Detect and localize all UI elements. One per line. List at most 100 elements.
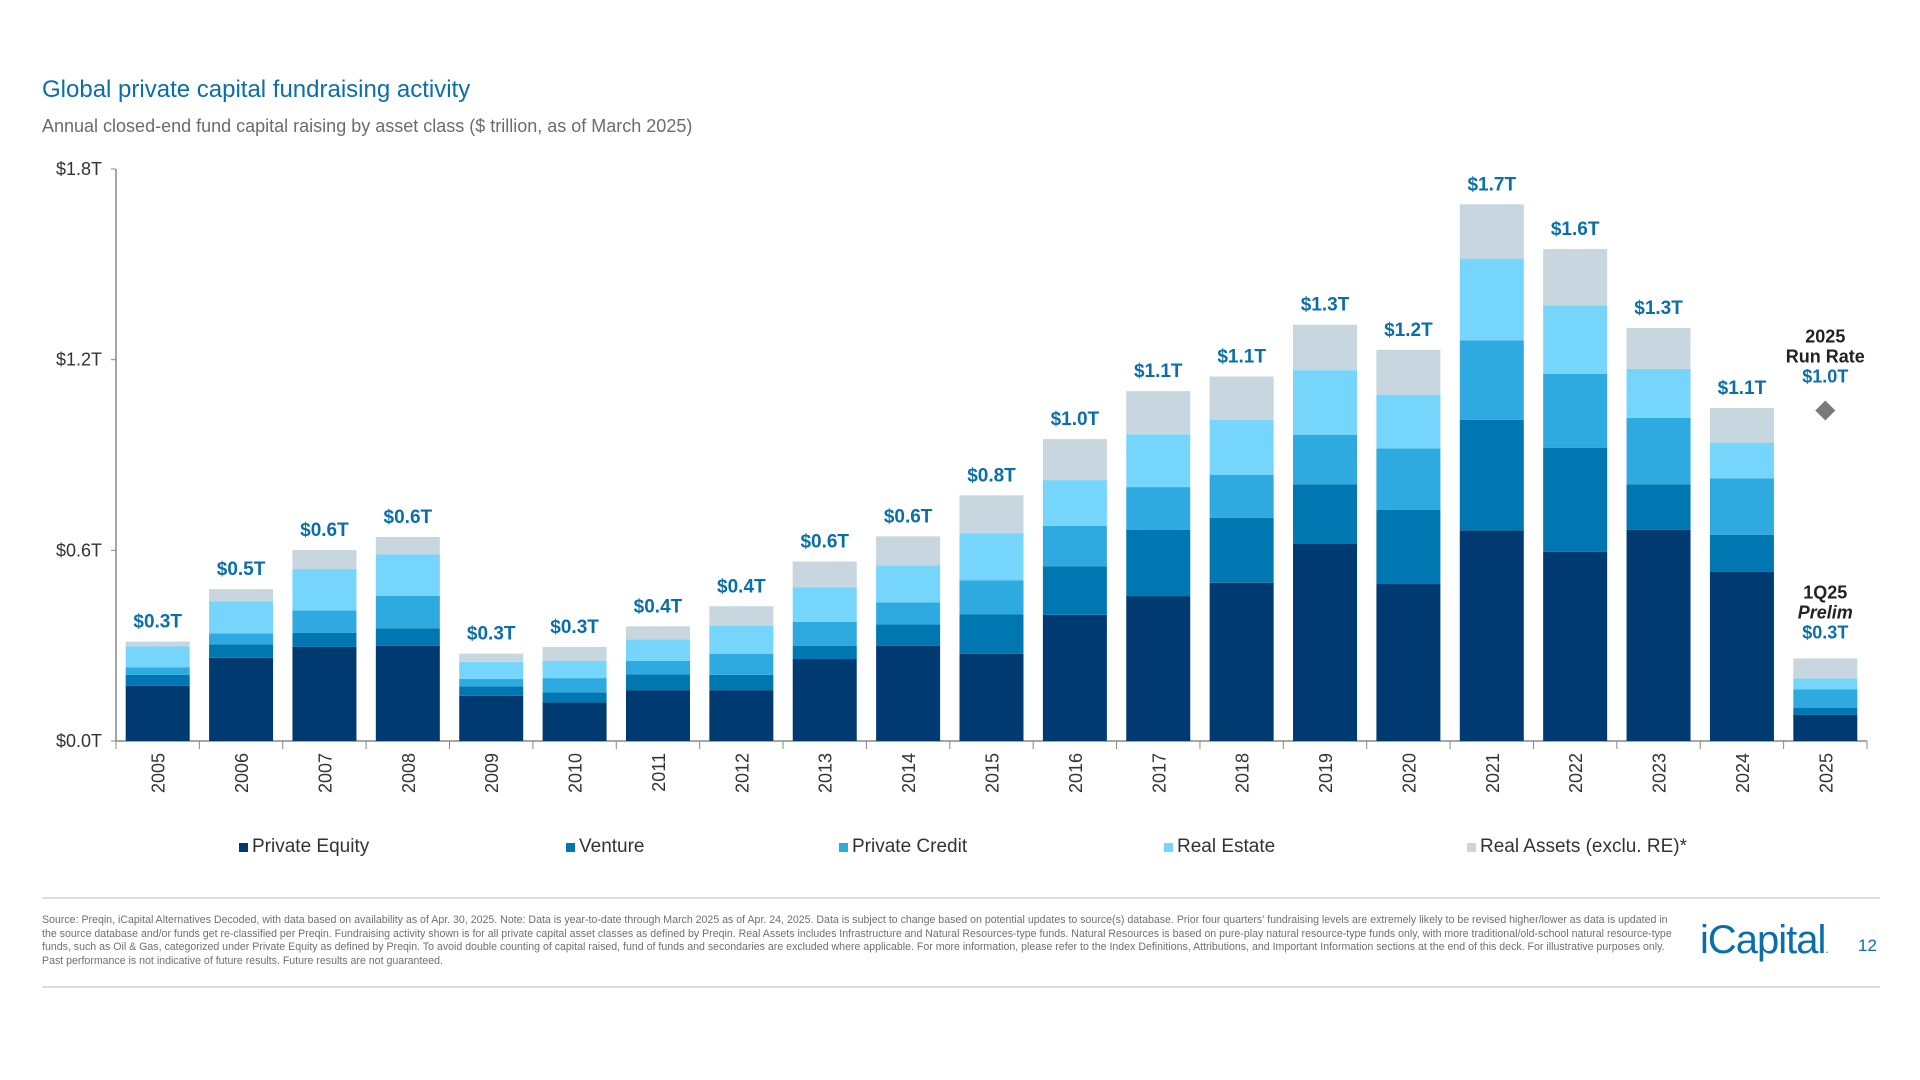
bar-segment-2013-4 bbox=[792, 561, 857, 588]
bar-segment-2005-3 bbox=[125, 646, 190, 668]
bar-segment-2018-2 bbox=[1209, 474, 1274, 518]
page-number: 12 bbox=[1858, 936, 1877, 955]
bar-segment-2006-4 bbox=[209, 589, 274, 602]
bar-segment-2020-4 bbox=[1376, 349, 1441, 395]
bar-segment-2022-0 bbox=[1543, 551, 1608, 741]
bar-segment-2014-2 bbox=[876, 602, 941, 625]
bar-segment-2017-2 bbox=[1126, 487, 1191, 530]
bar-segment-2006-0 bbox=[209, 657, 274, 741]
y-tick-label: $0.0T bbox=[56, 731, 102, 751]
bar-total-label: $0.8T bbox=[967, 465, 1016, 486]
bar-segment-2025-4 bbox=[1793, 658, 1858, 679]
bar-segment-2023-4 bbox=[1626, 327, 1691, 369]
x-tick-label: 2013 bbox=[816, 753, 836, 793]
bar-total-label: $1.0T bbox=[1051, 409, 1100, 430]
bar-segment-2022-1 bbox=[1543, 447, 1608, 552]
x-tick-label: 2023 bbox=[1650, 753, 1670, 793]
legend-swatch bbox=[1164, 842, 1173, 852]
bar-segment-2006-2 bbox=[209, 633, 274, 645]
bar-segment-2018-1 bbox=[1209, 517, 1274, 583]
bar-segment-2007-0 bbox=[292, 646, 357, 741]
legend-swatch bbox=[239, 842, 248, 852]
bar-total-label: $0.3T bbox=[550, 617, 599, 638]
x-tick-label: 2006 bbox=[232, 753, 252, 793]
bar-segment-2011-2 bbox=[625, 660, 690, 675]
bar-segment-2024-1 bbox=[1709, 534, 1774, 572]
bar-segment-2009-3 bbox=[459, 661, 524, 680]
bar-segment-2014-4 bbox=[876, 536, 941, 566]
legend-swatch bbox=[839, 842, 848, 852]
y-tick-label: $0.6T bbox=[56, 540, 102, 560]
bar-segment-2015-0 bbox=[959, 653, 1024, 741]
x-tick-label: 2018 bbox=[1233, 753, 1253, 793]
legend-label: Real Assets (exclu. RE)* bbox=[1480, 836, 1687, 857]
bar-segment-2022-4 bbox=[1543, 249, 1608, 306]
bar-segment-2006-3 bbox=[209, 601, 274, 634]
bar-segment-2025-3 bbox=[1793, 678, 1858, 690]
icapital-logo: iCapital. bbox=[1700, 918, 1829, 962]
bar-segment-2022-3 bbox=[1543, 305, 1608, 374]
bar-segment-2018-0 bbox=[1209, 582, 1274, 741]
y-tick-label: $1.8T bbox=[56, 159, 102, 179]
bar-segment-2016-3 bbox=[1042, 480, 1107, 526]
x-tick-label: 2011 bbox=[649, 753, 669, 792]
bar-segment-2008-3 bbox=[375, 554, 440, 596]
bar-total-label: $1.1T bbox=[1217, 347, 1266, 368]
legend-item-private-equity: Private Equity bbox=[239, 836, 369, 858]
logo-text: iCapital bbox=[1700, 918, 1826, 962]
prelim-annotation: $0.3T bbox=[1802, 622, 1848, 642]
bar-segment-2016-1 bbox=[1042, 566, 1107, 615]
legend-label: Private Equity bbox=[252, 836, 370, 857]
legend-item-private-credit: Private Credit bbox=[839, 836, 967, 858]
bar-segment-2025-2 bbox=[1793, 689, 1858, 708]
bar-segment-2017-4 bbox=[1126, 391, 1191, 435]
bar-segment-2005-0 bbox=[125, 685, 190, 741]
bar-segment-2007-2 bbox=[292, 610, 357, 633]
bar-segment-2013-3 bbox=[792, 587, 857, 622]
bar-total-label: $0.3T bbox=[467, 624, 516, 645]
bar-total-label: $1.3T bbox=[1634, 298, 1683, 319]
bar-segment-2023-3 bbox=[1626, 368, 1691, 418]
bar-segment-2009-2 bbox=[459, 679, 524, 687]
bar-segment-2008-0 bbox=[375, 645, 440, 741]
bar-segment-2007-3 bbox=[292, 569, 357, 611]
bar-segment-2021-3 bbox=[1459, 258, 1524, 341]
legend-label: Real Estate bbox=[1177, 836, 1276, 857]
bar-segment-2019-2 bbox=[1293, 434, 1358, 485]
stacked-bar-chart: $0.0T $0.6T $1.2T $1.8T $0.3T 2005 $0.5T 2006 $0… bbox=[56, 159, 1868, 793]
divider bbox=[42, 986, 1880, 988]
bar-segment-2023-0 bbox=[1626, 529, 1691, 741]
run-rate-annotation: 2025 bbox=[1805, 327, 1845, 347]
bar-segment-2010-0 bbox=[542, 702, 607, 741]
bar-segment-2019-0 bbox=[1293, 543, 1358, 741]
bar-segment-2016-4 bbox=[1042, 439, 1107, 481]
bar-total-label: $0.6T bbox=[384, 507, 433, 528]
bar-segment-2012-2 bbox=[709, 653, 774, 675]
bar-total-label: $0.3T bbox=[133, 612, 182, 633]
bar-segment-2021-0 bbox=[1459, 530, 1524, 741]
x-tick-label: 2024 bbox=[1733, 753, 1753, 793]
bar-segment-2005-1 bbox=[125, 674, 190, 686]
legend-item-venture: Venture bbox=[566, 836, 645, 858]
bar-segment-2022-2 bbox=[1543, 373, 1608, 448]
bar-segment-2010-1 bbox=[542, 692, 607, 703]
bar-segment-2010-2 bbox=[542, 678, 607, 693]
bar-segment-2012-1 bbox=[709, 674, 774, 691]
bar-segment-2014-1 bbox=[876, 624, 941, 646]
bar-segment-2019-4 bbox=[1293, 324, 1358, 371]
bar-segment-2005-4 bbox=[125, 641, 190, 647]
bar-segment-2017-0 bbox=[1126, 596, 1191, 741]
x-tick-label: 2007 bbox=[315, 753, 335, 793]
bar-segment-2021-2 bbox=[1459, 340, 1524, 420]
x-tick-label: 2016 bbox=[1066, 753, 1086, 793]
x-tick-label: 2017 bbox=[1149, 753, 1169, 793]
legend: Private Equity Venture Private Credit Re… bbox=[0, 836, 1920, 860]
x-tick-label: 2012 bbox=[732, 753, 752, 793]
bar-segment-2020-3 bbox=[1376, 394, 1441, 449]
bar-segment-2024-4 bbox=[1709, 407, 1774, 443]
bar-total-label: $0.4T bbox=[717, 576, 766, 597]
bar-segment-2019-3 bbox=[1293, 370, 1358, 435]
divider bbox=[42, 897, 1880, 899]
bar-segment-2008-2 bbox=[375, 595, 440, 629]
legend-item-real-assets: Real Assets (exclu. RE)* bbox=[1467, 836, 1687, 858]
